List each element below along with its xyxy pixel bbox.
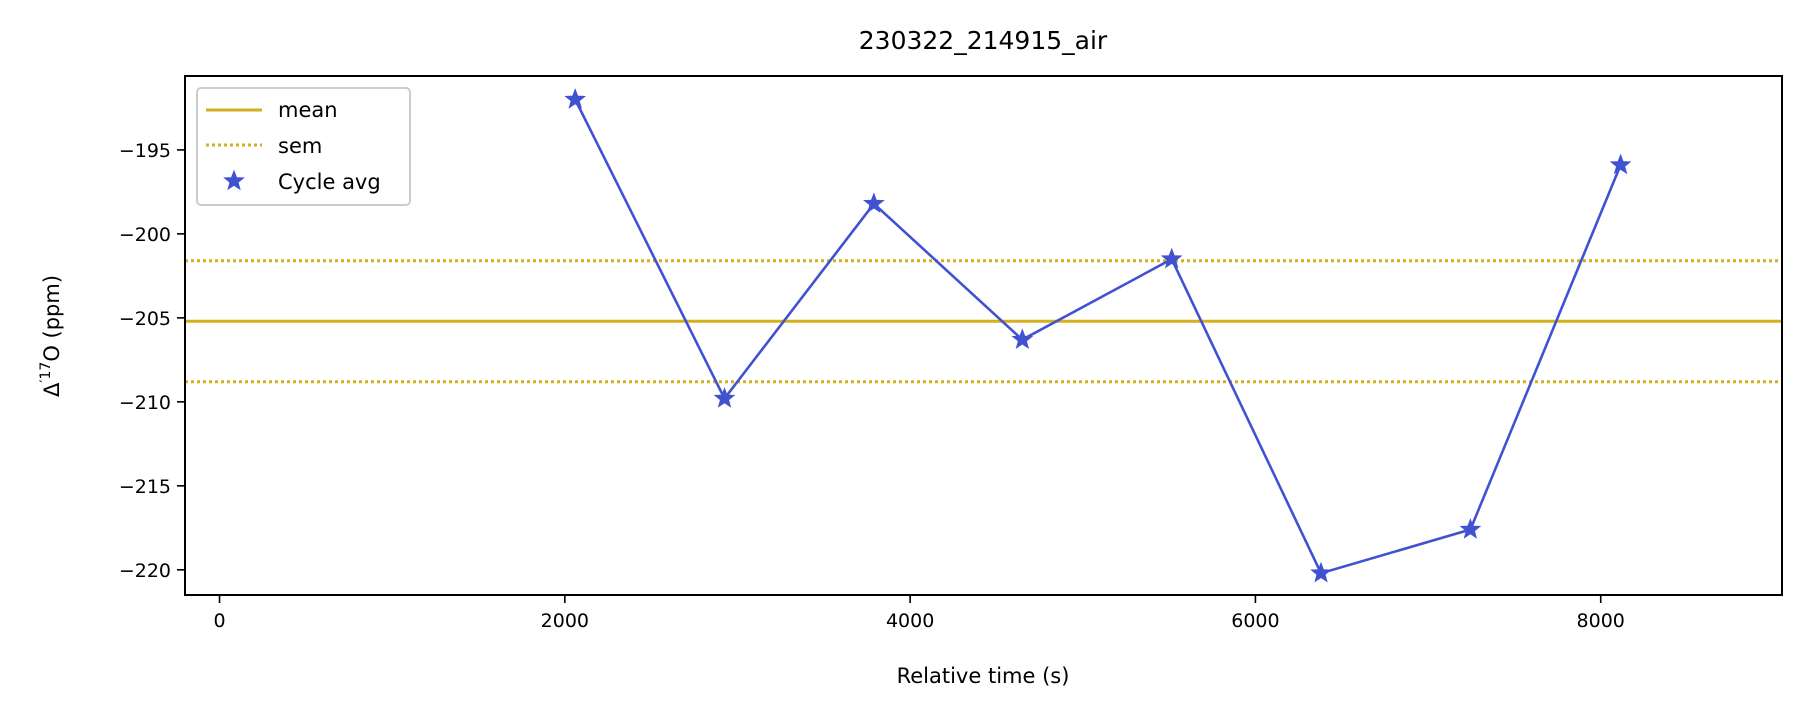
y-axis: −195 −200 −205 −210 −215 −220 — [119, 140, 185, 582]
data-point — [863, 192, 885, 213]
y-tick-label: −220 — [119, 560, 171, 582]
legend-star-marker — [223, 169, 245, 191]
plot-area — [185, 88, 1782, 583]
x-axis: 0 2000 4000 6000 8000 — [213, 595, 1625, 632]
y-axis-label: Δ′17O (ppm) — [38, 275, 64, 397]
y-axis-label-sup: ′17 — [38, 362, 54, 383]
plot-frame — [184, 75, 1783, 596]
plot-content — [185, 88, 1782, 583]
x-tick-label: 0 — [213, 610, 225, 632]
legend-sem-label: sem — [278, 134, 322, 158]
x-axis-label: Relative time (s) — [897, 664, 1070, 688]
data-point — [713, 387, 736, 408]
data-point — [1609, 153, 1632, 175]
x-tick-label: 8000 — [1577, 610, 1625, 632]
data-point — [1011, 328, 1034, 349]
legend: mean sem Cycle avg — [196, 87, 411, 206]
y-tick-label: −210 — [119, 392, 171, 414]
data-point — [564, 88, 587, 109]
legend-cycle-avg-marker — [223, 169, 245, 191]
y-tick-label: −200 — [119, 224, 171, 246]
y-tick-label: −215 — [119, 476, 171, 498]
legend-box — [196, 87, 411, 206]
y-axis-label-suffix: O (ppm) — [40, 275, 64, 362]
data-point — [1160, 247, 1183, 269]
x-tick-label: 6000 — [1231, 610, 1279, 632]
x-tick-label: 2000 — [541, 610, 589, 632]
chart-title: 230322_214915_air — [859, 26, 1108, 55]
data-point — [1310, 561, 1332, 583]
y-tick-label: −205 — [119, 308, 171, 330]
data-point — [1459, 518, 1482, 539]
y-tick-label: −195 — [119, 140, 171, 162]
legend-mean-label: mean — [278, 98, 338, 122]
legend-cycle-avg-label: Cycle avg — [278, 170, 381, 194]
y-axis-label-prefix: Δ — [40, 382, 64, 397]
x-tick-label: 4000 — [886, 610, 934, 632]
series-line — [574, 98, 1622, 575]
